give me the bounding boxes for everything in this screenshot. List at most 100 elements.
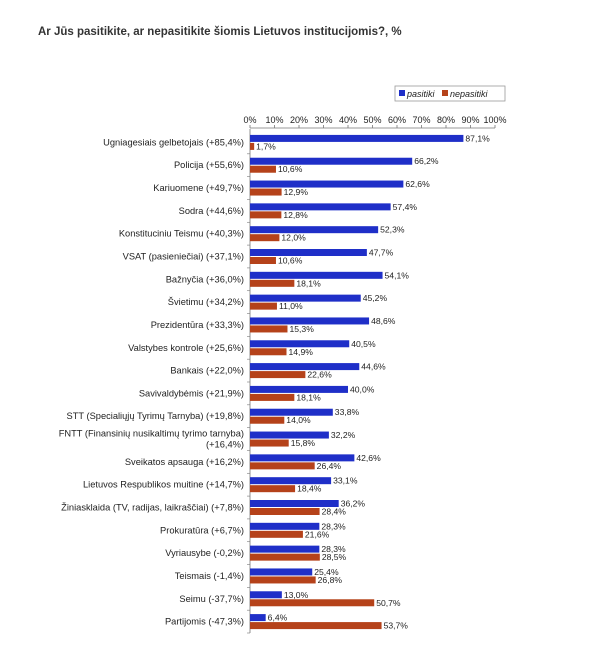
category-label: Bažnyčia (+36,0%) xyxy=(166,274,244,284)
bar-pasitiki xyxy=(250,477,332,485)
bar-nepasitiki xyxy=(250,439,289,447)
category-label: Prezidentūra (+33,3%) xyxy=(151,320,244,330)
category-label: Bankais (+22,0%) xyxy=(170,366,244,376)
category-label: Partijomis (-47,3%) xyxy=(165,617,244,627)
category-label: (+16,4%) xyxy=(206,440,244,450)
value-label-nepasitiki: 50,7% xyxy=(376,598,401,608)
value-label-pasitiki: 36,2% xyxy=(341,499,366,509)
value-label-nepasitiki: 28,5% xyxy=(322,552,347,562)
bar-nepasitiki xyxy=(250,142,255,150)
bar-pasitiki xyxy=(250,317,370,325)
value-label-nepasitiki: 10,6% xyxy=(278,256,303,266)
category-row: Savivaldybėmis (+21,9%) 40,0% 18,1% xyxy=(139,384,375,406)
value-label-nepasitiki: 14,0% xyxy=(286,415,311,425)
x-tick-label: 60% xyxy=(388,115,406,125)
value-label-pasitiki: 33,8% xyxy=(335,407,360,417)
bar-pasitiki xyxy=(250,294,361,302)
value-label-nepasitiki: 12,0% xyxy=(281,233,306,243)
value-label-pasitiki: 6,4% xyxy=(268,613,288,623)
value-label-pasitiki: 87,1% xyxy=(465,133,490,143)
category-label: Konstituciniu Teismu (+40,3%) xyxy=(119,229,244,239)
category-label: Policija (+55,6%) xyxy=(174,160,244,170)
bar-pasitiki xyxy=(250,363,360,371)
value-label-pasitiki: 42,6% xyxy=(356,453,381,463)
category-row: FNTT (Finansinių nusikaltimų tyrimo tarn… xyxy=(59,429,356,451)
value-label-pasitiki: 62,6% xyxy=(405,179,430,189)
category-label: VSAT (pasieniečiai) (+37,1%) xyxy=(123,252,244,262)
category-label: FNTT (Finansinių nusikaltimų tyrimo tarn… xyxy=(59,429,244,439)
category-row: Konstituciniu Teismu (+40,3%) 52,3% 12,0% xyxy=(119,225,405,246)
category-row: Prokuratūra (+6,7%) 28,3%21,6% xyxy=(160,521,346,543)
value-label-nepasitiki: 12,8% xyxy=(283,210,308,220)
legend-label-nepasitiki: nepasitiki xyxy=(450,89,489,99)
bar-nepasitiki xyxy=(250,416,285,424)
value-label-nepasitiki: 18,1% xyxy=(296,278,321,288)
bar-pasitiki xyxy=(250,340,350,348)
value-label-nepasitiki: 1,7% xyxy=(256,141,276,151)
category-label: Valstybes kontrole (+25,6%) xyxy=(128,343,244,353)
bar-nepasitiki xyxy=(250,553,320,561)
value-label-nepasitiki: 15,8% xyxy=(291,438,316,448)
category-label: Sveikatos apsauga (+16,2%) xyxy=(125,457,244,467)
value-label-pasitiki: 44,6% xyxy=(361,362,386,372)
x-tick-label: 40% xyxy=(339,115,357,125)
x-axis: 0% 10% 20% 30% 40% 50% 60% 70% 80% 90% 100% xyxy=(243,115,507,129)
category-label: STT (Specialiųjų Tyrimų Tarnyba) (+19,8%… xyxy=(67,411,245,421)
value-label-pasitiki: 45,2% xyxy=(363,293,388,303)
value-label-nepasitiki: 26,4% xyxy=(317,461,342,471)
category-row: Ugniagesiais gelbetojais (+85,4%) 87,1% 1,… xyxy=(103,133,490,155)
bar-nepasitiki xyxy=(250,165,276,173)
value-label-pasitiki: 54,1% xyxy=(385,270,410,280)
bar-pasitiki xyxy=(250,226,379,234)
bar-nepasitiki xyxy=(250,622,382,630)
x-tick-label: 30% xyxy=(314,115,332,125)
category-row: STT (Specialiųjų Tyrimų Tarnyba) (+19,8%… xyxy=(67,407,360,428)
bar-pasitiki xyxy=(250,180,404,188)
category-row: Sveikatos apsauga (+16,2%) 42,6% 26,4% xyxy=(125,453,381,474)
value-label-pasitiki: 32,2% xyxy=(331,430,356,440)
bar-pasitiki xyxy=(250,545,320,553)
bar-pasitiki xyxy=(250,203,391,211)
value-label-pasitiki: 13,0% xyxy=(284,590,309,600)
bar-pasitiki xyxy=(250,271,383,279)
category-row: Sodra (+44,6%) 57,4% 12,8% xyxy=(179,202,418,223)
category-row: Kariuomene (+49,7%) 62,6% 12,9% xyxy=(153,179,430,200)
category-label: Ugniagesiais gelbetojais (+85,4%) xyxy=(103,137,244,147)
value-label-pasitiki: 52,3% xyxy=(380,225,405,235)
category-row: Prezidentūra (+33,3%) 48,6% 15,3% xyxy=(151,316,396,337)
value-label-nepasitiki: 18,4% xyxy=(297,484,322,494)
bar-pasitiki xyxy=(250,500,339,507)
value-label-pasitiki: 57,4% xyxy=(393,202,418,212)
bar-nepasitiki xyxy=(250,576,316,584)
bar-nepasitiki xyxy=(250,485,296,493)
x-tick-label: 100% xyxy=(483,115,506,125)
value-label-nepasitiki: 12,9% xyxy=(284,187,309,197)
bar-nepasitiki xyxy=(250,462,315,470)
category-row: Bankais (+22,0%) 44,6% 22,6% xyxy=(170,362,386,383)
bar-nepasitiki xyxy=(250,348,287,356)
category-row: VSAT (pasieniečiai) (+37,1%) 47,7% 10,6% xyxy=(123,248,394,269)
value-label-pasitiki: 40,5% xyxy=(351,339,376,349)
bar-pasitiki xyxy=(250,522,320,530)
bar-pasitiki xyxy=(250,134,464,142)
value-label-nepasitiki: 53,7% xyxy=(384,621,409,631)
bar-nepasitiki xyxy=(250,257,276,264)
bar-nepasitiki xyxy=(250,371,306,379)
category-label: Seimu (-37,7%) xyxy=(179,594,244,604)
category-row: Partijomis (-47,3%) 6,4% 53,7% xyxy=(165,613,409,634)
bar-nepasitiki xyxy=(250,599,375,607)
category-label: Savivaldybėmis (+21,9%) xyxy=(139,388,244,398)
category-label: Lietuvos Respublikos muitine (+14,7%) xyxy=(83,480,244,490)
value-label-nepasitiki: 28,4% xyxy=(322,507,347,517)
bar-nepasitiki xyxy=(250,393,295,401)
bar-nepasitiki xyxy=(250,234,280,242)
bar-nepasitiki xyxy=(250,325,288,333)
bar-nepasitiki xyxy=(250,211,282,219)
category-row: Žiniasklaida (TV, radijas, laikraščiai) … xyxy=(61,499,366,520)
value-label-pasitiki: 48,6% xyxy=(371,316,396,326)
x-tick-label: 50% xyxy=(363,115,381,125)
bar-pasitiki xyxy=(250,454,355,462)
x-tick-label: 0% xyxy=(243,115,256,125)
value-label-nepasitiki: 11,0% xyxy=(279,301,303,311)
